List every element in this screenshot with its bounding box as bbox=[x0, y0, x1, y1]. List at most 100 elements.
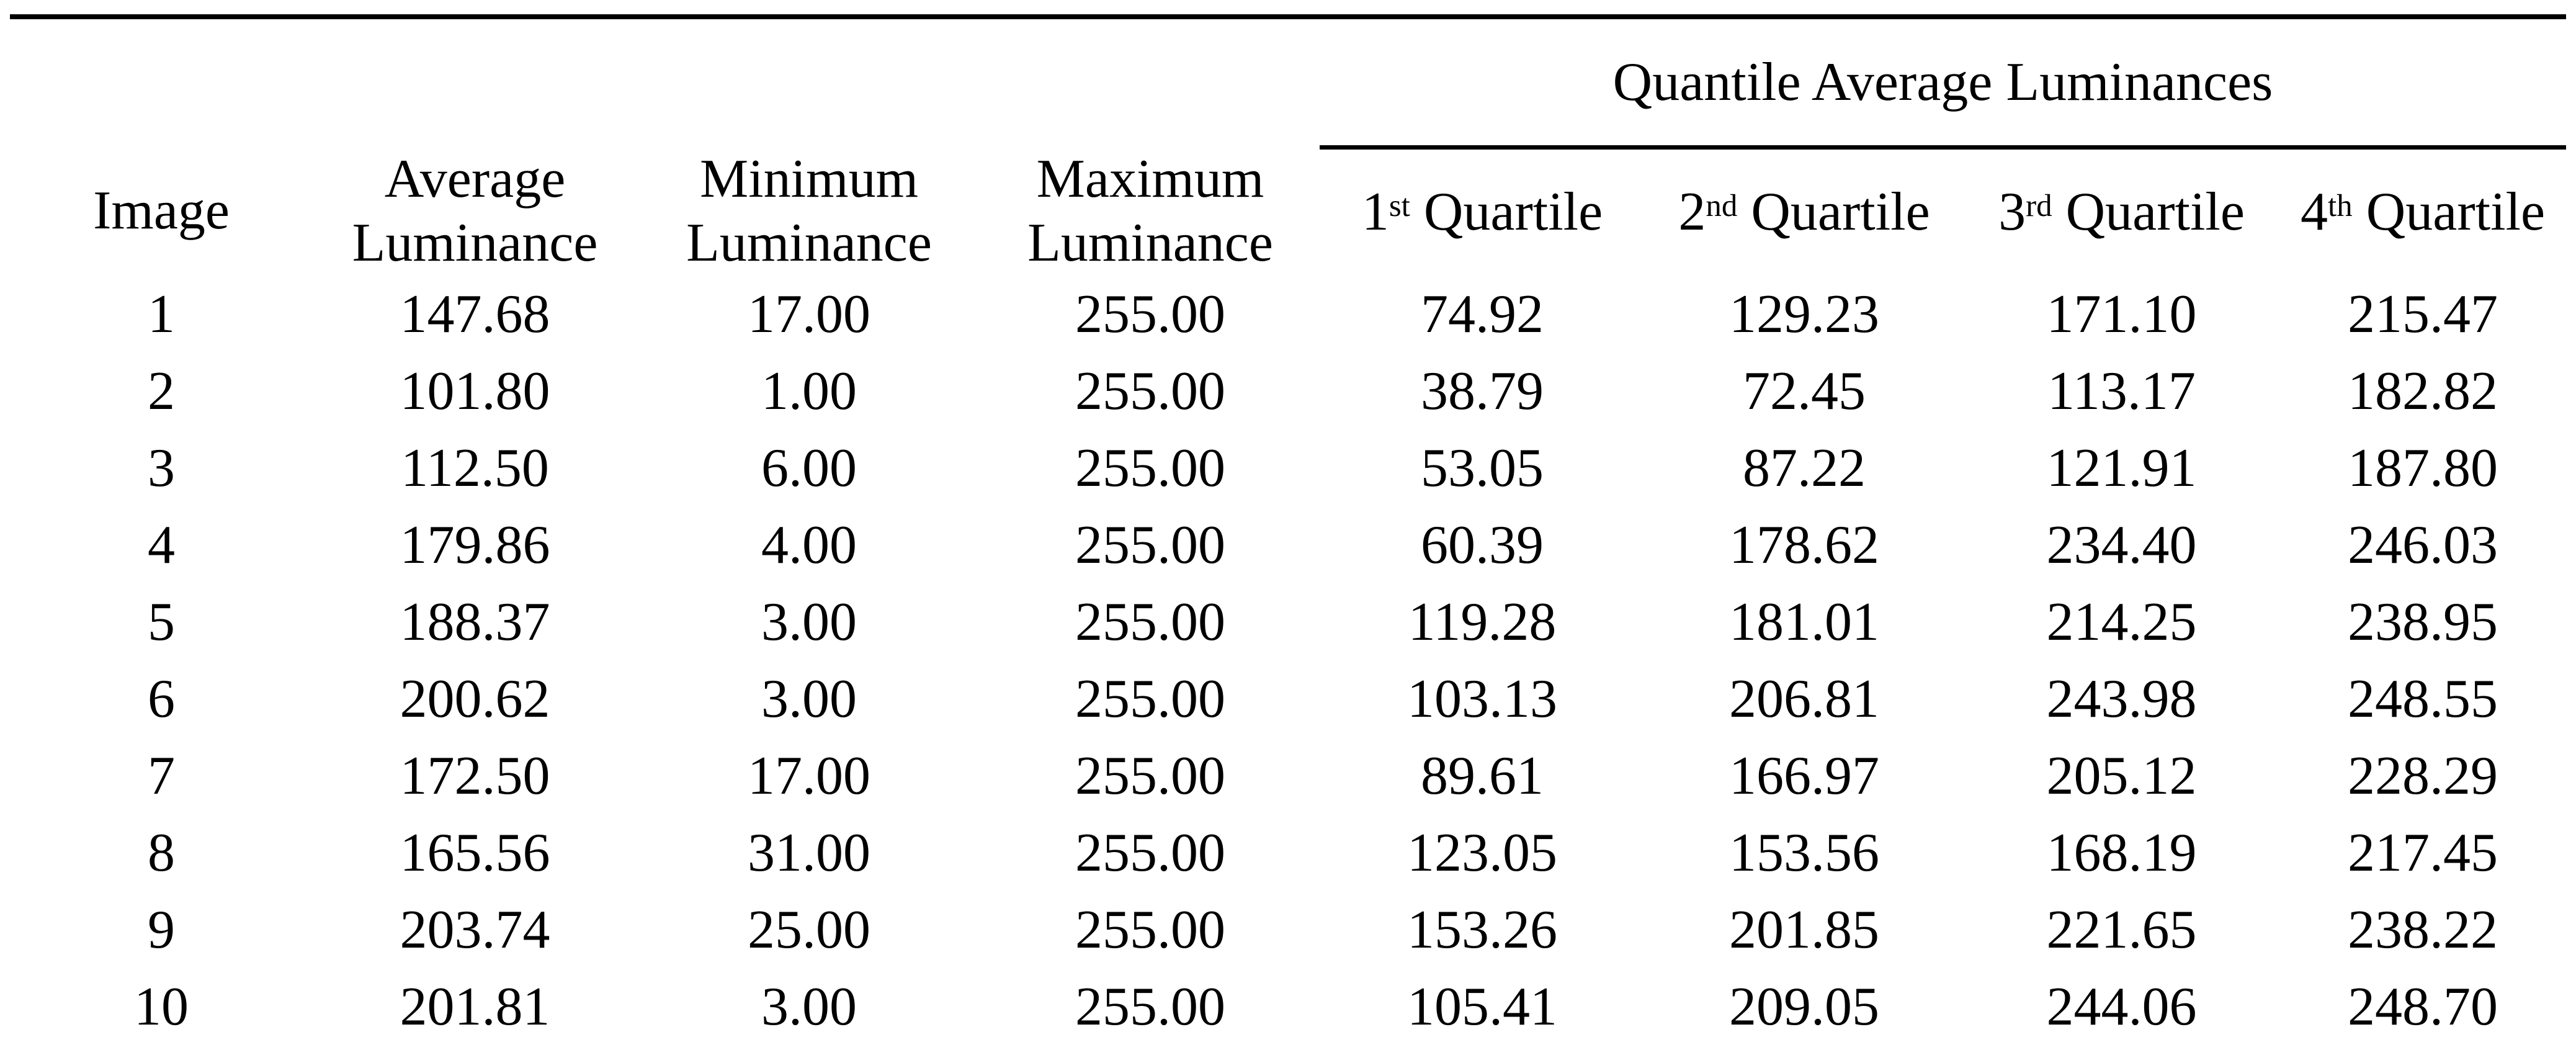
quartile-4-number: 4 bbox=[2301, 181, 2328, 242]
cell-row2-col3: 1.00 bbox=[761, 361, 857, 421]
column-header-image: Image bbox=[93, 181, 230, 241]
quartile-2-word: Quartile bbox=[1751, 181, 1930, 242]
table-row: 9 203.74 25.00 255.00 153.26 201.85 221.65 238.… bbox=[10, 891, 2566, 968]
cell-row8-col7: 168.19 bbox=[2046, 822, 2197, 883]
cell-row4-col7: 234.40 bbox=[2046, 514, 2197, 575]
cell-row5-col4: 255.00 bbox=[1075, 591, 1225, 652]
cell-row7-col6: 166.97 bbox=[1729, 745, 1879, 806]
cell-row1-col1: 1 bbox=[148, 284, 175, 344]
cell-row7-col8: 228.29 bbox=[2348, 745, 2498, 806]
table-top-rule bbox=[10, 14, 2566, 19]
cell-row1-col3: 17.00 bbox=[748, 284, 870, 344]
cell-row2-col7: 113.17 bbox=[2047, 361, 2196, 421]
cell-row3-col8: 187.80 bbox=[2348, 437, 2498, 498]
cell-row10-col5: 105.41 bbox=[1407, 976, 1557, 1037]
table-header: Quantile Average Luminances Image Averag… bbox=[10, 19, 2567, 276]
column-header-3rd-quartile: 3rd Quartile bbox=[1964, 147, 2279, 276]
cell-row6-col1: 6 bbox=[148, 668, 175, 729]
column-header-minimum-luminance: Minimum Luminance bbox=[686, 148, 932, 273]
cell-row2-col4: 255.00 bbox=[1075, 361, 1225, 421]
table-row: 5 188.37 3.00 255.00 119.28 181.01 214.25 238.9… bbox=[10, 583, 2566, 660]
cell-row6-col5: 103.13 bbox=[1407, 668, 1557, 729]
column-header-1st-quartile: 1st Quartile bbox=[1320, 147, 1645, 276]
cell-row4-col5: 60.39 bbox=[1421, 514, 1544, 575]
quartile-1-word: Quartile bbox=[1423, 181, 1603, 242]
cell-row2-col5: 38.79 bbox=[1421, 361, 1544, 421]
table-row: 3 112.50 6.00 255.00 53.05 87.22 121.91 187.80 bbox=[10, 429, 2566, 506]
cell-row10-col6: 209.05 bbox=[1729, 976, 1879, 1037]
cell-row10-col3: 3.00 bbox=[761, 976, 857, 1037]
cell-row7-col1: 7 bbox=[148, 745, 175, 806]
cell-row8-col3: 31.00 bbox=[748, 822, 870, 883]
cell-row10-col8: 248.70 bbox=[2348, 976, 2498, 1037]
cell-row6-col4: 255.00 bbox=[1075, 668, 1225, 729]
cell-row10-col1: 10 bbox=[134, 976, 189, 1037]
column-header-2nd-quartile: 2nd Quartile bbox=[1645, 147, 1964, 276]
cell-row8-col5: 123.05 bbox=[1407, 822, 1557, 883]
cell-row4-col6: 178.62 bbox=[1729, 514, 1879, 575]
cell-row1-col7: 171.10 bbox=[2046, 284, 2197, 344]
cell-row9-col3: 25.00 bbox=[748, 899, 870, 960]
cell-row5-col6: 181.01 bbox=[1729, 591, 1879, 652]
table-row: 10 201.81 3.00 255.00 105.41 209.05 244.06 248.… bbox=[10, 968, 2566, 1045]
cell-row4-col4: 255.00 bbox=[1075, 514, 1225, 575]
column-header-4th-quartile: 4th Quartile bbox=[2279, 147, 2566, 276]
cell-row9-col2: 203.74 bbox=[400, 899, 550, 960]
cell-row9-col6: 201.85 bbox=[1729, 899, 1879, 960]
cell-row5-col8: 238.95 bbox=[2348, 591, 2498, 652]
cell-row4-col2: 179.86 bbox=[400, 514, 550, 575]
cell-row3-col3: 6.00 bbox=[761, 437, 857, 498]
cell-row9-col8: 238.22 bbox=[2348, 899, 2498, 960]
cell-row2-col6: 72.45 bbox=[1743, 361, 1866, 421]
cell-row5-col2: 188.37 bbox=[400, 591, 550, 652]
cell-row3-col1: 3 bbox=[148, 437, 175, 498]
cell-row5-col3: 3.00 bbox=[761, 591, 857, 652]
cell-row6-col6: 206.81 bbox=[1729, 668, 1879, 729]
quartile-3-ordinal: rd bbox=[2026, 189, 2052, 224]
luminance-statistics-table: Quantile Average Luminances Image Averag… bbox=[10, 19, 2567, 1045]
cell-row3-col5: 53.05 bbox=[1421, 437, 1544, 498]
cell-row5-col7: 214.25 bbox=[2046, 591, 2197, 652]
quartile-2-ordinal: nd bbox=[1706, 189, 1738, 224]
quartile-2-number: 2 bbox=[1678, 181, 1706, 242]
cell-row10-col7: 244.06 bbox=[2046, 976, 2197, 1037]
cell-row1-col8: 215.47 bbox=[2348, 284, 2498, 344]
cell-row2-col8: 182.82 bbox=[2348, 361, 2498, 421]
cell-row7-col7: 205.12 bbox=[2046, 745, 2197, 806]
quartile-1-ordinal: st bbox=[1389, 189, 1410, 224]
table-row: 2 101.80 1.00 255.00 38.79 72.45 113.17 182.82 bbox=[10, 352, 2566, 429]
cell-row2-col2: 101.80 bbox=[400, 361, 550, 421]
quartile-4-word: Quartile bbox=[2366, 181, 2546, 242]
cell-row6-col7: 243.98 bbox=[2046, 668, 2197, 729]
table-row: 4 179.86 4.00 255.00 60.39 178.62 234.40 246.03 bbox=[10, 506, 2566, 583]
cell-row1-col5: 74.92 bbox=[1421, 284, 1544, 344]
column-header-average-luminance: Average Luminance bbox=[352, 148, 598, 273]
cell-row8-col8: 217.45 bbox=[2348, 822, 2498, 883]
cell-row6-col3: 3.00 bbox=[761, 668, 857, 729]
cell-row1-col2: 147.68 bbox=[400, 284, 550, 344]
cell-row8-col4: 255.00 bbox=[1075, 822, 1225, 883]
cell-row4-col3: 4.00 bbox=[761, 514, 857, 575]
quartile-1-number: 1 bbox=[1361, 181, 1389, 242]
cell-row1-col4: 255.00 bbox=[1075, 284, 1225, 344]
cell-row7-col4: 255.00 bbox=[1075, 745, 1225, 806]
cell-row3-col2: 112.50 bbox=[401, 437, 549, 498]
table-row: 1 147.68 17.00 255.00 74.92 129.23 171.10 215.4… bbox=[10, 276, 2566, 352]
cell-row8-col2: 165.56 bbox=[400, 822, 550, 883]
cell-row6-col2: 200.62 bbox=[400, 668, 550, 729]
luminance-table-container: Quantile Average Luminances Image Averag… bbox=[10, 14, 2567, 1045]
column-header-maximum-luminance: Maximum Luminance bbox=[1027, 148, 1273, 273]
group-header-row: Quantile Average Luminances bbox=[10, 19, 2567, 150]
cell-row9-col7: 221.65 bbox=[2046, 899, 2197, 960]
cell-row6-col8: 248.55 bbox=[2348, 668, 2498, 729]
cell-row4-col8: 246.03 bbox=[2348, 514, 2498, 575]
cell-row10-col2: 201.81 bbox=[400, 976, 550, 1037]
cell-row4-col1: 4 bbox=[148, 514, 175, 575]
quartile-3-word: Quartile bbox=[2065, 181, 2245, 242]
cell-row9-col1: 9 bbox=[148, 899, 175, 960]
cell-row7-col5: 89.61 bbox=[1421, 745, 1544, 806]
group-header-spacer bbox=[10, 19, 1320, 147]
cell-row8-col1: 8 bbox=[148, 822, 175, 883]
cell-row7-col2: 172.50 bbox=[400, 745, 550, 806]
cell-row2-col1: 2 bbox=[148, 361, 175, 421]
